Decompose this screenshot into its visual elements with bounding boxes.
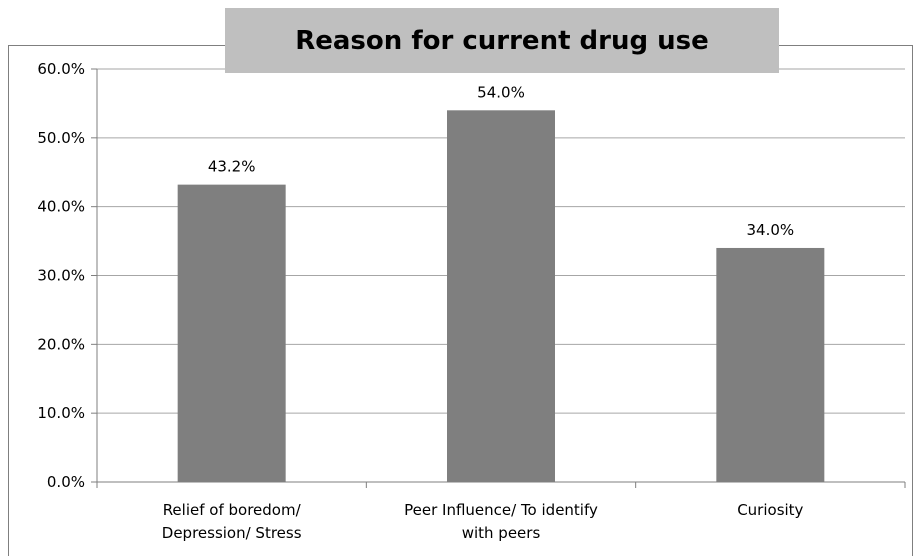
labels: 0.0% 10.0% 20.0% 30.0% 40.0% 50.0% 60.0% 43.2% R… [37, 60, 803, 542]
x-tick-label: Depression/ Stress [162, 524, 302, 542]
x-tick-label: Peer Influence/ To identify [404, 501, 598, 519]
y-tick-label: 0.0% [47, 473, 85, 491]
y-tick-label: 10.0% [37, 404, 85, 422]
chart-title: Reason for current drug use [295, 25, 709, 56]
data-label: 34.0% [747, 221, 795, 239]
bar [177, 184, 286, 482]
y-tick-label: 30.0% [37, 267, 85, 285]
chart-title-box: Reason for current drug use [225, 8, 779, 73]
data-label: 54.0% [477, 83, 525, 101]
y-tick-label: 60.0% [37, 60, 85, 78]
y-tick-label: 40.0% [37, 198, 85, 216]
y-tick-label: 20.0% [37, 335, 85, 353]
x-tick-label: Curiosity [737, 501, 803, 519]
y-tick-label: 50.0% [37, 129, 85, 147]
bars [177, 110, 825, 483]
data-label: 43.2% [208, 158, 256, 176]
bar [716, 247, 825, 482]
bar [447, 110, 555, 483]
x-tick-label: Relief of boredom/ [163, 501, 302, 519]
x-tick-label: with peers [462, 524, 541, 542]
